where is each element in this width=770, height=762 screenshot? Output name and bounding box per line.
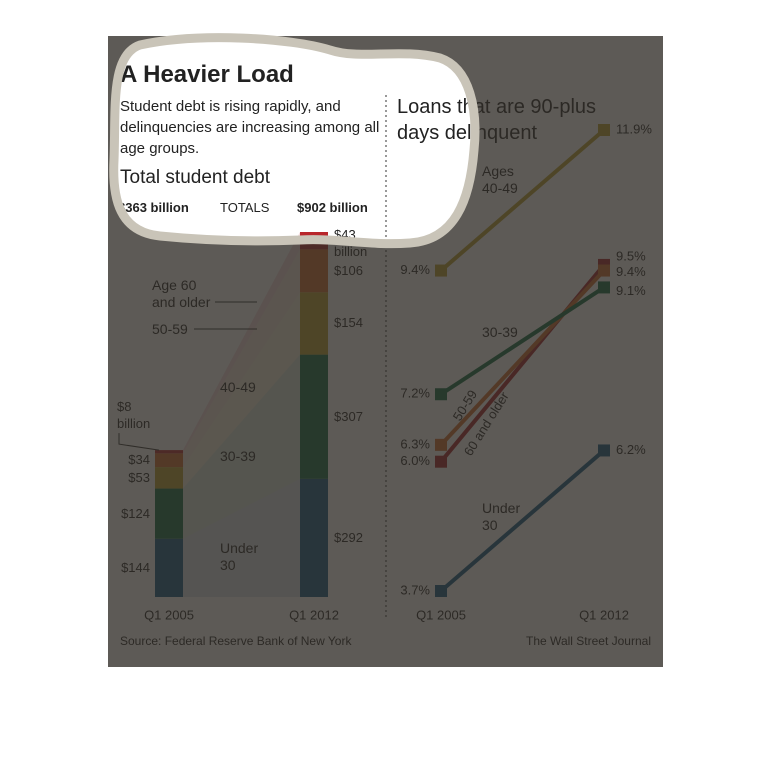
series-label: 30-39 (482, 324, 518, 340)
x-tick-label: Q1 2005 (144, 607, 194, 622)
value-label: 9.1% (616, 283, 646, 298)
bar-segment (300, 249, 328, 293)
value-label: 6.2% (616, 442, 646, 457)
value-label: 9.5% (616, 248, 646, 263)
value-label: $53 (128, 469, 150, 485)
x-tick-label: Q1 2005 (416, 607, 466, 622)
total-label: $363 billion (118, 200, 189, 215)
point (435, 438, 447, 451)
value-label: $144 (121, 559, 150, 575)
value-label: $292 (334, 529, 363, 545)
value-label: 3.7% (400, 582, 430, 597)
x-tick-label: Q1 2012 (579, 607, 629, 622)
point (598, 444, 610, 457)
line (439, 128, 606, 273)
series-label: Ages 40-49 (482, 163, 518, 196)
value-label: $8 billion (117, 399, 151, 432)
value-label: $307 (334, 408, 363, 424)
series-label: Under 30 (482, 500, 521, 533)
chart-title: Total student debt (120, 167, 270, 188)
series-label: 50-59 (152, 321, 188, 337)
value-label: $154 (334, 315, 363, 331)
totals-label: TOTALS (220, 200, 270, 215)
series-label: 40-49 (220, 379, 256, 395)
value-label: 7.2% (400, 386, 430, 401)
value-label: $124 (121, 505, 150, 521)
bar-segment (300, 232, 328, 250)
value-label: 6.0% (400, 453, 430, 468)
point (435, 264, 447, 277)
series-label: 30-39 (220, 448, 256, 464)
bar-segment (300, 354, 328, 479)
point (435, 455, 447, 468)
series-label: Age 60 and older (152, 277, 211, 310)
bar-segment (300, 478, 328, 597)
value-label: $34 (128, 452, 150, 468)
point (435, 388, 447, 401)
value-label: 9.4% (616, 264, 646, 279)
line (439, 269, 606, 447)
bar-segment (155, 467, 183, 489)
source: Source: Federal Reserve Bank of New York (120, 634, 352, 648)
point (435, 585, 447, 597)
chart-title: Loans that are 90-plus days delinquent (397, 96, 597, 144)
bar-segment (155, 453, 183, 468)
subtitle: Student debt is rising rapidly, and deli… (120, 98, 380, 157)
point (598, 264, 610, 277)
point (598, 281, 610, 294)
bar-segment (155, 450, 183, 454)
bar-segment (300, 292, 328, 355)
value-label: 9.4% (400, 262, 430, 277)
leader-line (118, 433, 160, 451)
value-label: 6.3% (400, 436, 430, 451)
value-label: $106 (334, 262, 363, 278)
x-tick-label: Q1 2012 (289, 607, 339, 622)
value-label: $43 billion (334, 227, 368, 259)
series-label: Under 30 (220, 540, 259, 573)
title: A Heavier Load (120, 61, 294, 88)
credit: The Wall Street Journal (526, 634, 651, 648)
total-label: $902 billion (297, 200, 368, 215)
bar-segment (155, 488, 183, 539)
bar-segment (155, 538, 183, 597)
